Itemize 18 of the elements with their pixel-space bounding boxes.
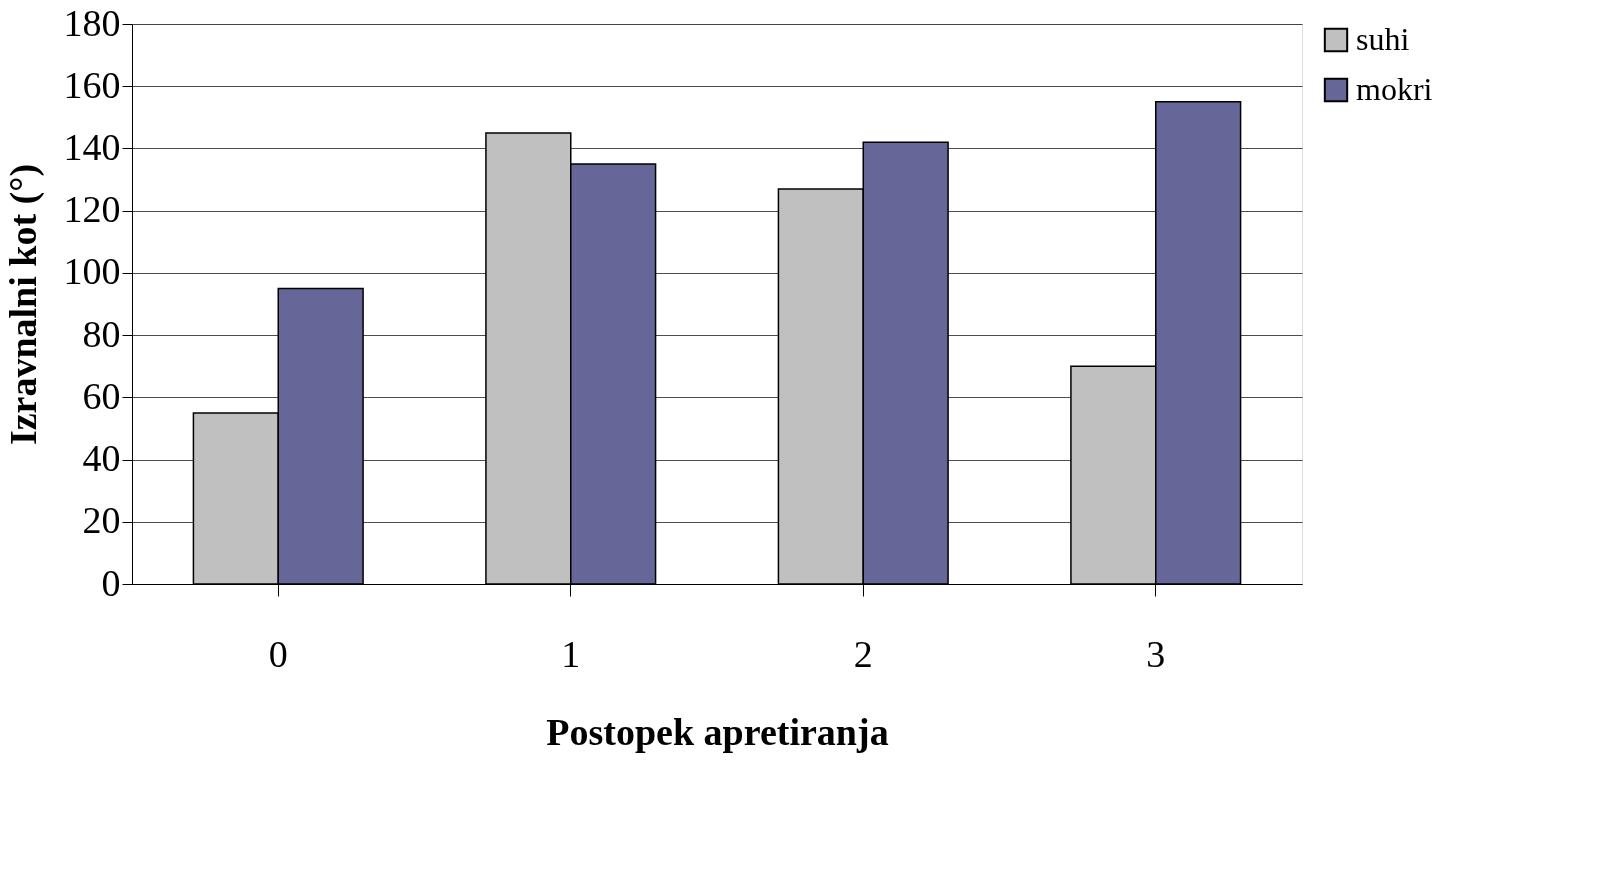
x-tick-label: 1 bbox=[561, 632, 581, 675]
legend-label: mokri bbox=[1356, 71, 1433, 107]
x-tick-label: 3 bbox=[1146, 632, 1166, 675]
y-tick-label: 80 bbox=[82, 312, 121, 355]
y-tick-label: 40 bbox=[82, 437, 121, 480]
y-tick-label: 140 bbox=[63, 125, 121, 168]
y-tick-label: 60 bbox=[82, 374, 121, 417]
x-tick-label: 2 bbox=[853, 632, 873, 675]
y-tick-label: 160 bbox=[63, 63, 121, 106]
x-axis-title: Postopek apretiranja bbox=[546, 710, 889, 753]
y-tick-label: 0 bbox=[101, 561, 121, 604]
y-tick-label: 100 bbox=[63, 250, 121, 293]
y-tick-label: 20 bbox=[82, 499, 121, 542]
y-tick-label: 180 bbox=[63, 1, 121, 44]
y-tick-label: 120 bbox=[63, 188, 121, 231]
legend-label: suhi bbox=[1356, 21, 1410, 57]
x-tick-label: 0 bbox=[268, 632, 288, 675]
y-axis-title: Izravnalni kot (°) bbox=[1, 163, 45, 446]
